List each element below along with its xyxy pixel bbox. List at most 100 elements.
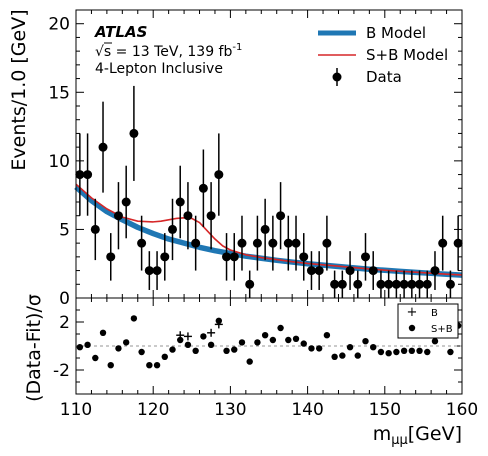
- sb-residual-point: [130, 315, 138, 322]
- top-y-axis-title: Events/1.0 [GeV]: [8, 9, 30, 170]
- bottom-plot-frame: [75, 297, 463, 395]
- x-axis-title-sub: μμ: [391, 433, 408, 448]
- legend-sb-marker: [408, 324, 416, 332]
- data-point: [330, 279, 340, 289]
- data-point: [175, 197, 185, 207]
- data-point: [222, 252, 232, 262]
- top-ytick-label: 15: [48, 83, 70, 103]
- sb-residual-point: [146, 362, 153, 369]
- sb-residual-point: [315, 345, 323, 352]
- sb-residual-point: [292, 335, 300, 342]
- x-axis-title-unit: [GeV]: [408, 423, 462, 445]
- sb-residual-point: [331, 353, 338, 360]
- sb-residual-point: [308, 345, 315, 352]
- data-point: [299, 252, 309, 262]
- atlas-label: ATLAS: [94, 23, 147, 41]
- sb-residual-point: [153, 362, 161, 369]
- data-point: [337, 279, 347, 289]
- data-point: [376, 279, 386, 289]
- data-point: [121, 197, 131, 207]
- data-point: [214, 170, 224, 180]
- data-point: [90, 224, 100, 234]
- sb-model-line: [75, 183, 463, 276]
- sb-residual-point: [223, 347, 230, 354]
- selection-label: 4-Lepton Inclusive: [95, 61, 223, 77]
- sb-residual-point: [416, 347, 423, 354]
- sb-residual-point: [300, 340, 307, 347]
- sb-residual-point: [254, 339, 261, 346]
- sb-residual-point: [323, 332, 331, 339]
- data-point: [237, 238, 247, 248]
- bottom-ytick-labels: -2 2: [53, 313, 70, 381]
- top-ytick-label: 5: [59, 220, 70, 240]
- data-point: [144, 266, 154, 276]
- sb-residual-point: [285, 336, 292, 344]
- data-point: [206, 211, 216, 221]
- xtick-label: 160: [446, 400, 478, 420]
- data-point: [198, 183, 208, 193]
- data-point: [106, 252, 116, 262]
- energy-label: √s = 13 TeV, 139 fb-1: [95, 42, 242, 60]
- data-point: [368, 266, 378, 276]
- top-ytick-labels: 0 5 10 15 20: [48, 15, 70, 309]
- sb-residual-point: [99, 329, 107, 336]
- top-ytick-label: 10: [48, 152, 70, 172]
- sb-residual-point: [424, 348, 431, 356]
- data-point: [384, 279, 394, 289]
- data-point: [322, 238, 332, 248]
- data-point: [152, 266, 162, 276]
- bottom-panel: -2 2 110 120 130 140 150 160 + B S+B (Data-Fit…: [23, 294, 478, 420]
- data-point: [183, 211, 193, 221]
- sb-residual-point: [400, 347, 408, 354]
- data-point: [453, 238, 463, 248]
- sb-residual-point: [192, 347, 199, 354]
- sb-residual-point: [122, 339, 130, 346]
- sb-residual-point: [277, 324, 284, 332]
- energy-superscript: -1: [232, 42, 242, 53]
- sb-residual-point: [184, 341, 192, 348]
- xtick-label: 120: [137, 400, 169, 420]
- data-point: [314, 266, 324, 276]
- data-point: [83, 170, 93, 180]
- data-point: [445, 279, 455, 289]
- data-point: [137, 238, 147, 248]
- sb-residual-point: [261, 332, 269, 339]
- data-point: [422, 279, 432, 289]
- data-point: [268, 238, 278, 248]
- sb-residual-point: [207, 341, 215, 348]
- data-point: [276, 211, 286, 221]
- bottom-legend-frame: [397, 303, 459, 339]
- data-point: [245, 279, 255, 289]
- sb-residual-point: [84, 341, 91, 348]
- xtick-label: 150: [369, 400, 401, 420]
- sb-residual-point: [115, 345, 122, 352]
- legend-data-label: Data: [366, 68, 402, 86]
- x-axis-title: mμμ[GeV]: [373, 423, 462, 448]
- sb-residual-point: [370, 344, 377, 351]
- sb-residual-point: [238, 339, 246, 346]
- top-axis-ticks: [75, 9, 463, 299]
- sb-residual-point: [161, 353, 168, 360]
- legend-data-marker: [332, 72, 342, 82]
- data-point: [438, 238, 448, 248]
- sb-residual-point: [362, 338, 369, 345]
- sb-residual-point: [346, 344, 354, 351]
- x-axis-title-base: m: [373, 423, 392, 445]
- xtick-label: 130: [214, 400, 246, 420]
- data-point: [407, 279, 417, 289]
- legend-b-model-label: B Model: [366, 24, 426, 42]
- sb-residual-point: [385, 350, 392, 357]
- data-point: [129, 128, 139, 138]
- data-point: [160, 252, 170, 262]
- sb-residual-point: [269, 336, 277, 344]
- xtick-label: 140: [291, 400, 323, 420]
- data-point: [306, 266, 316, 276]
- bottom-series: [76, 315, 462, 369]
- data-point: [252, 238, 262, 248]
- sb-residual-point: [393, 348, 400, 356]
- data-point: [415, 279, 425, 289]
- xtick-label: 110: [60, 400, 92, 420]
- data-point: [361, 252, 370, 262]
- x-tick-labels: 110 120 130 140 150 160: [60, 400, 478, 420]
